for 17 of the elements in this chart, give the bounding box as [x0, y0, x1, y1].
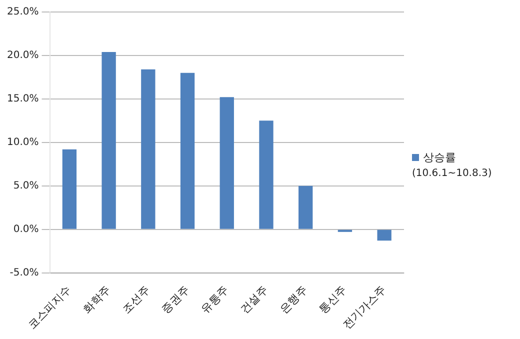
bar — [141, 69, 156, 229]
text: (10.6.1~10.8.3) — [412, 168, 492, 179]
y-tick-label: 25.0% — [6, 6, 39, 18]
y-tick-label: 15.0% — [6, 94, 39, 105]
y-tick-label: 10.0% — [6, 136, 39, 148]
bar — [62, 149, 77, 229]
bar — [220, 97, 234, 229]
bar — [102, 52, 116, 229]
bar — [180, 72, 195, 229]
y-tick-label: -5.0% — [10, 267, 39, 278]
y-tick-label: 0.0% — [13, 224, 39, 235]
legend-label: 상승률 — [423, 150, 456, 165]
bar — [259, 120, 274, 229]
bar — [298, 186, 313, 229]
y-tick-label: 5.0% — [13, 180, 39, 192]
bar — [377, 230, 392, 241]
y-tick-label: 20.0% — [6, 50, 39, 62]
